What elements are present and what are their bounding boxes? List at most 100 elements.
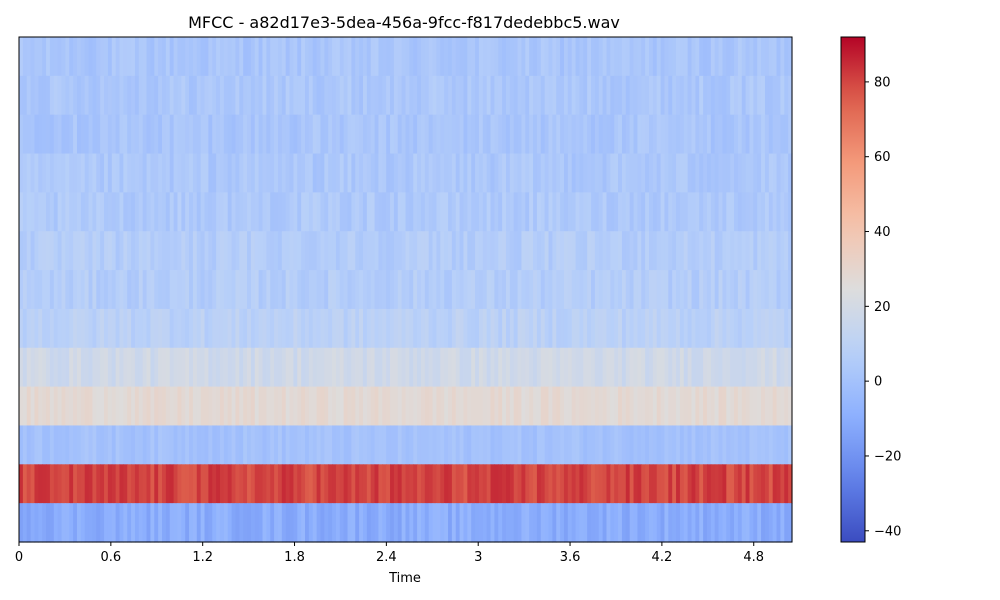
heatmap-cell xyxy=(706,464,712,504)
heatmap-cell xyxy=(332,347,337,388)
heatmap-cell xyxy=(61,270,66,310)
heatmap-cell xyxy=(96,347,101,388)
heatmap-cell xyxy=(602,75,608,116)
heatmap-cell xyxy=(668,114,673,155)
heatmap-cell xyxy=(749,270,754,310)
heatmap-cell xyxy=(656,270,662,310)
heatmap-cell xyxy=(84,114,90,155)
heatmap-cell xyxy=(401,464,407,504)
heatmap-cell xyxy=(610,425,615,465)
heatmap-cell xyxy=(366,37,372,77)
heatmap-cell xyxy=(393,464,399,504)
heatmap-cell xyxy=(417,308,422,349)
heatmap-cell xyxy=(223,308,229,349)
heatmap-cell xyxy=(428,114,434,155)
heatmap-cell xyxy=(618,192,623,232)
heatmap-cell xyxy=(274,425,279,465)
heatmap-cell xyxy=(656,347,662,388)
heatmap-cell xyxy=(579,270,584,310)
heatmap-cell xyxy=(525,153,530,193)
heatmap-cell xyxy=(65,425,70,465)
heatmap-cell xyxy=(455,75,461,116)
heatmap-cell xyxy=(703,114,708,155)
heatmap-cell xyxy=(482,308,488,349)
heatmap-cell xyxy=(656,192,662,232)
heatmap-cell xyxy=(204,75,209,116)
heatmap-cell xyxy=(173,386,179,427)
heatmap-cell xyxy=(312,231,318,271)
heatmap-cell xyxy=(594,75,600,116)
heatmap-cell xyxy=(301,192,306,232)
heatmap-cell xyxy=(505,386,511,427)
heatmap-cell xyxy=(185,153,190,193)
heatmap-cell xyxy=(150,347,155,388)
heatmap-cell xyxy=(478,231,484,271)
x-tick-label: 0.6 xyxy=(100,550,121,565)
heatmap-cell xyxy=(397,464,403,504)
heatmap-cell xyxy=(104,464,109,504)
heatmap-cell xyxy=(676,75,681,116)
heatmap-cell xyxy=(560,75,565,116)
heatmap-cell xyxy=(69,347,74,388)
heatmap-cell xyxy=(80,75,86,116)
heatmap-cell xyxy=(703,37,708,77)
heatmap-cell xyxy=(305,192,310,232)
heatmap-cell xyxy=(212,153,217,193)
heatmap-cell xyxy=(679,270,685,310)
heatmap-cell xyxy=(722,192,727,232)
heatmap-cell xyxy=(374,192,380,232)
heatmap-cell xyxy=(645,192,650,232)
heatmap-cell xyxy=(757,503,762,543)
heatmap-cell xyxy=(598,270,604,310)
heatmap-cell xyxy=(26,425,32,465)
heatmap-cell xyxy=(772,386,778,427)
heatmap-cell xyxy=(185,231,190,271)
heatmap-cell xyxy=(254,347,260,388)
heatmap-cell xyxy=(467,464,472,504)
heatmap-cell xyxy=(274,386,279,427)
heatmap-cell xyxy=(142,308,148,349)
heatmap-cell xyxy=(281,114,287,155)
heatmap-cell xyxy=(235,114,240,155)
heatmap-cell xyxy=(710,114,716,155)
heatmap-cell xyxy=(540,37,546,77)
heatmap-cell xyxy=(34,425,39,465)
x-tick-label: 3.6 xyxy=(560,550,581,565)
heatmap-cell xyxy=(289,386,295,427)
heatmap-cell xyxy=(134,308,140,349)
heatmap-cell xyxy=(509,153,515,193)
heatmap-cell xyxy=(563,270,569,310)
heatmap-cell xyxy=(277,114,283,155)
heatmap-cell xyxy=(22,386,28,427)
heatmap-cell xyxy=(84,37,90,77)
heatmap-cell xyxy=(687,231,693,271)
heatmap-cell xyxy=(768,425,774,465)
heatmap-cell xyxy=(335,192,341,232)
heatmap-cell xyxy=(664,425,669,465)
heatmap-cell xyxy=(722,386,727,427)
heatmap-cell xyxy=(359,231,364,271)
heatmap-cell xyxy=(540,347,546,388)
heatmap-cell xyxy=(629,231,635,271)
heatmap-cell xyxy=(591,153,596,193)
heatmap-cell xyxy=(768,347,774,388)
heatmap-cell xyxy=(250,231,256,271)
heatmap-cell xyxy=(216,75,221,116)
heatmap-cell xyxy=(362,503,368,543)
heatmap-cell xyxy=(181,464,186,504)
heatmap-cell xyxy=(46,425,51,465)
heatmap-cell xyxy=(448,347,453,388)
heatmap-cell xyxy=(397,270,403,310)
heatmap-cell xyxy=(432,231,438,271)
heatmap-cell xyxy=(285,153,291,193)
heatmap-cell xyxy=(579,192,584,232)
heatmap-cell xyxy=(204,386,209,427)
heatmap-cell xyxy=(53,425,59,465)
heatmap-cell xyxy=(355,114,360,155)
heatmap-cell xyxy=(212,75,217,116)
heatmap-cell xyxy=(127,425,132,465)
heatmap-cell xyxy=(254,270,260,310)
heatmap-cell xyxy=(505,425,511,465)
heatmap-cell xyxy=(30,75,36,116)
heatmap-cell xyxy=(641,231,646,271)
